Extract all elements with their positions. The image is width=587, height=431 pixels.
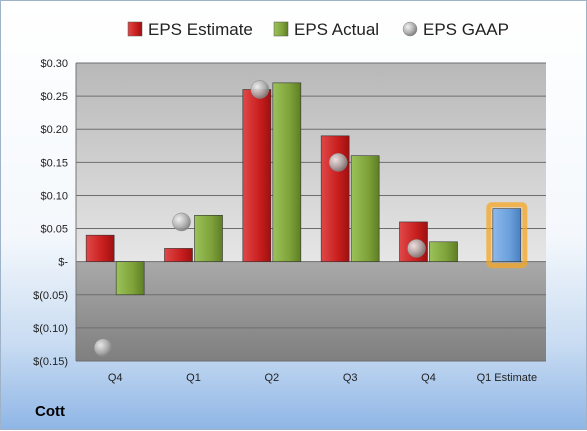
legend-item: EPS Estimate [127, 20, 253, 39]
legend-label: EPS Actual [294, 20, 379, 39]
legend-item: EPS GAAP [402, 20, 509, 39]
marker-eps-gaap [328, 153, 348, 172]
y-tick-label: $0.20 [40, 124, 68, 136]
estimate-highlight [486, 202, 528, 269]
legend-swatch [273, 21, 289, 37]
legend-label: EPS Estimate [148, 20, 253, 39]
legend-label: EPS GAAP [423, 20, 509, 39]
y-tick-label: $0.30 [40, 58, 68, 70]
bar-eps-actual [350, 155, 380, 262]
x-tick-label: Q1 Estimate [477, 372, 538, 384]
y-tick-label: $0.10 [40, 190, 68, 202]
bar-eps-actual [115, 261, 145, 296]
bar-eps-actual [272, 82, 302, 262]
bar-eps-actual [194, 215, 223, 262]
y-tick-label: $0.25 [40, 91, 68, 103]
x-tick-label: Q4 [421, 372, 436, 384]
legend-swatch [402, 21, 418, 37]
y-tick-label: $- [58, 257, 68, 269]
y-tick-label: $0.05 [40, 224, 68, 236]
bar-eps-actual [429, 241, 458, 262]
chart-legend: EPS Estimate EPS Actual EPS GAAP [127, 20, 509, 39]
company-label: Cott [35, 403, 65, 420]
marker-eps-gaap [407, 239, 426, 258]
bar-eps-estimate-next [492, 208, 522, 262]
y-tick-label: $(0.10) [33, 323, 68, 335]
y-tick-label: $0.15 [40, 157, 68, 169]
marker-eps-gaap [172, 212, 191, 232]
x-tick-label: Q2 [264, 372, 279, 384]
marker-eps-gaap [250, 80, 270, 99]
marker-eps-gaap [93, 338, 113, 358]
x-tick-label: Q1 [186, 372, 201, 384]
plot-background-negative [76, 261, 546, 361]
plot-area: $0.30 $0.25 $0.20 $0.15 $0.10 $0.05 $- $(0.05) $… [33, 58, 546, 384]
bar-eps-estimate [164, 248, 193, 262]
bar-eps-estimate [242, 89, 272, 262]
x-tick-label: Q3 [343, 372, 358, 384]
legend-item: EPS Actual [273, 20, 379, 39]
y-tick-label: $(0.15) [33, 356, 68, 368]
bar-eps-estimate [85, 234, 115, 262]
x-tick-label: Q4 [108, 372, 123, 384]
legend-swatch [127, 21, 143, 37]
y-tick-label: $(0.05) [33, 290, 68, 302]
